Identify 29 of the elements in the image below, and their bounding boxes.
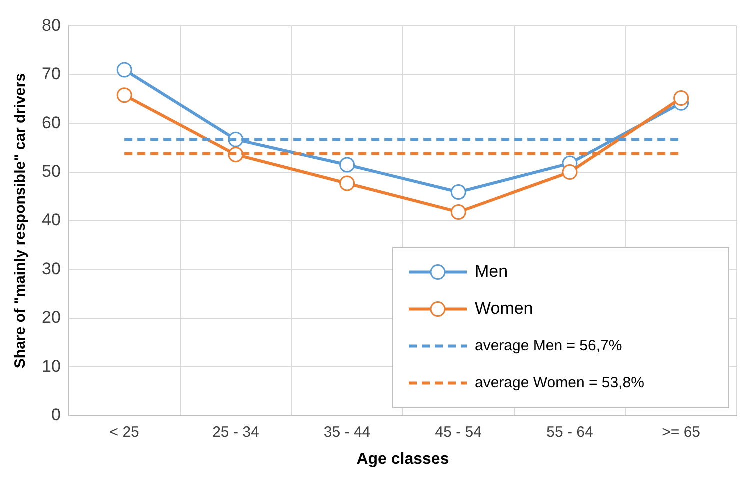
y-tick-label: 50 xyxy=(42,162,61,181)
legend-label: average Men = 56,7% xyxy=(475,337,622,354)
y-tick-label: 70 xyxy=(42,64,61,84)
point xyxy=(340,176,356,192)
point xyxy=(340,157,356,173)
point xyxy=(450,204,466,220)
y-tick-label: 0 xyxy=(51,405,61,424)
y-tick-label: 80 xyxy=(42,16,61,35)
y-tick-label: 40 xyxy=(42,210,61,230)
point xyxy=(116,62,132,78)
x-tick-label: >= 65 xyxy=(662,424,701,441)
point xyxy=(674,90,690,106)
point xyxy=(450,184,466,200)
x-tick-label: 25 - 34 xyxy=(212,424,260,441)
y-tick-label: 10 xyxy=(42,356,61,376)
x-tick-label: 55 - 64 xyxy=(546,424,594,441)
y-tick-label: 20 xyxy=(42,308,61,328)
x-tick-label: 45 - 54 xyxy=(435,424,482,441)
x-tick-label: 35 - 44 xyxy=(324,424,371,441)
y-axis-title: Share of "mainly responsible" car drivers xyxy=(12,73,30,369)
legend-label: Women xyxy=(475,298,534,318)
legend-label: average Women = 53,8% xyxy=(475,374,644,392)
y-tick-label: 60 xyxy=(42,113,61,132)
x-axis-title: Age classes xyxy=(356,450,450,468)
x-tick-label: < 25 xyxy=(110,424,140,441)
point xyxy=(116,88,132,104)
point xyxy=(562,164,578,180)
legend-label: Men xyxy=(475,262,508,281)
y-tick-label: 30 xyxy=(42,259,61,278)
